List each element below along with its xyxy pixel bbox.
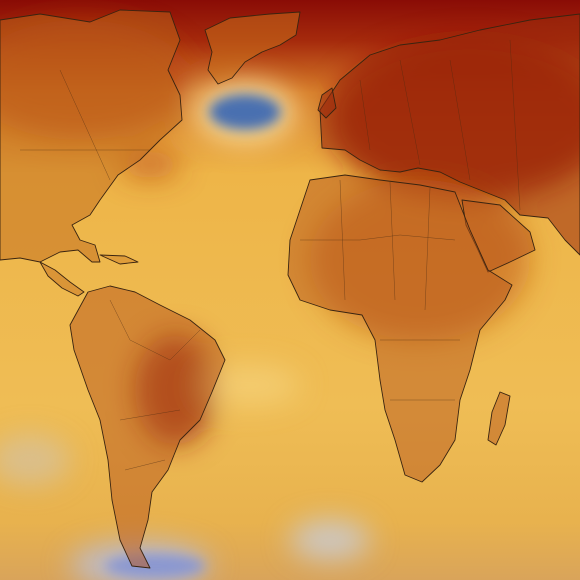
central-america bbox=[39, 261, 85, 297]
eurasia bbox=[319, 13, 580, 256]
britain bbox=[317, 87, 337, 119]
north-america bbox=[0, 9, 183, 263]
madagascar bbox=[487, 391, 511, 446]
greenland bbox=[204, 11, 301, 85]
caribbean bbox=[99, 254, 139, 265]
south-america bbox=[69, 285, 226, 569]
borders bbox=[20, 39, 521, 471]
africa bbox=[287, 174, 513, 483]
